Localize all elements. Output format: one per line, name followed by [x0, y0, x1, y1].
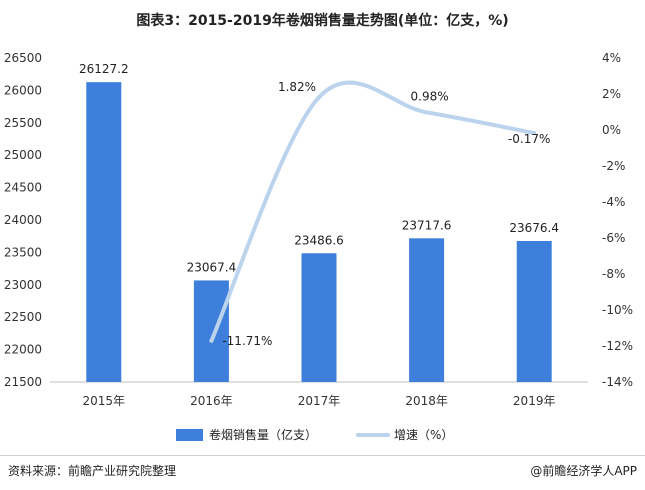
- growth-point: [424, 110, 429, 115]
- y-right-tick-label: -8%: [602, 267, 625, 281]
- y-right-tick-label: -10%: [602, 303, 633, 317]
- data-labels: 26127.2 23067.4 23486.6 23717.6 23676.4 -11.7…: [79, 62, 559, 348]
- growth-value-label: -0.17%: [508, 132, 550, 146]
- y-left-tick-label: 24500: [4, 181, 42, 195]
- y-left-tick-label: 26500: [4, 51, 42, 65]
- bar: [86, 82, 122, 382]
- growth-point: [209, 338, 214, 343]
- y-left-tick-label: 23000: [4, 278, 42, 292]
- y-right-tick-label: 2%: [602, 87, 621, 101]
- y-left-tick-label: 21500: [4, 375, 42, 389]
- y-right-tick-label: 4%: [602, 51, 621, 65]
- legend-line-label: 增速（%）: [394, 428, 453, 442]
- line-series: [209, 80, 537, 343]
- bar: [516, 240, 552, 382]
- bar-value-label: 23067.4: [187, 260, 237, 274]
- y-right-tick-label: -14%: [602, 375, 633, 389]
- bar: [301, 253, 337, 382]
- footer-divider: [0, 455, 645, 456]
- y-left-tick-label: 25000: [4, 148, 42, 162]
- y-right-tick-label: -6%: [602, 231, 625, 245]
- legend-bar-label: 卷烟销售量（亿支）: [209, 427, 317, 442]
- x-tick-label: 2018年: [405, 394, 448, 408]
- bar-value-label: 23717.6: [402, 218, 452, 232]
- bar-value-label: 23676.4: [509, 221, 559, 235]
- y-right-tick-label: 0%: [602, 123, 621, 137]
- x-tick-label: 2017年: [298, 394, 341, 408]
- y-left-tick-label: 25500: [4, 116, 42, 130]
- y-left-tick-label: 22500: [4, 310, 42, 324]
- bar-value-label: 26127.2: [79, 62, 129, 76]
- y-left-tick-label: 22000: [4, 343, 42, 357]
- bar-value-label: 23486.6: [294, 233, 344, 247]
- legend-bar-swatch: [176, 429, 203, 441]
- brand-credit: @前瞻经济学人APP: [530, 464, 637, 478]
- axes: 21500 22000 22500 23000 23500 24000 24500 25000…: [4, 51, 633, 408]
- x-tick-label: 2019年: [513, 394, 556, 408]
- chart: 21500 22000 22500 23000 23500 24000 24500 25000…: [4, 51, 633, 442]
- growth-point: [532, 131, 537, 136]
- growth-line: [209, 80, 537, 343]
- growth-point: [317, 95, 321, 100]
- y-left-tick-label: 26000: [4, 83, 42, 97]
- x-tick-label: 2015年: [83, 394, 126, 408]
- growth-value-label: -11.71%: [222, 334, 272, 348]
- bar-series: [86, 82, 552, 382]
- y-right-tick-label: -2%: [602, 159, 625, 173]
- chart-title: 图表3：2015-2019年卷烟销售量走势图(单位：亿支，%): [136, 13, 509, 29]
- growth-value-label: 1.82%: [278, 80, 316, 94]
- growth-value-label: 0.98%: [411, 89, 449, 103]
- y-right-tick-label: -12%: [602, 339, 633, 353]
- bar: [193, 280, 229, 382]
- source-note: 资料来源：前瞻产业研究院整理: [8, 464, 177, 478]
- bar: [409, 238, 445, 382]
- legend: 卷烟销售量（亿支） 增速（%）: [176, 427, 453, 442]
- y-left-tick-label: 23500: [4, 245, 42, 259]
- y-right-tick-label: -4%: [602, 195, 625, 209]
- x-tick-label: 2016年: [190, 394, 233, 408]
- y-left-tick-label: 24000: [4, 213, 42, 227]
